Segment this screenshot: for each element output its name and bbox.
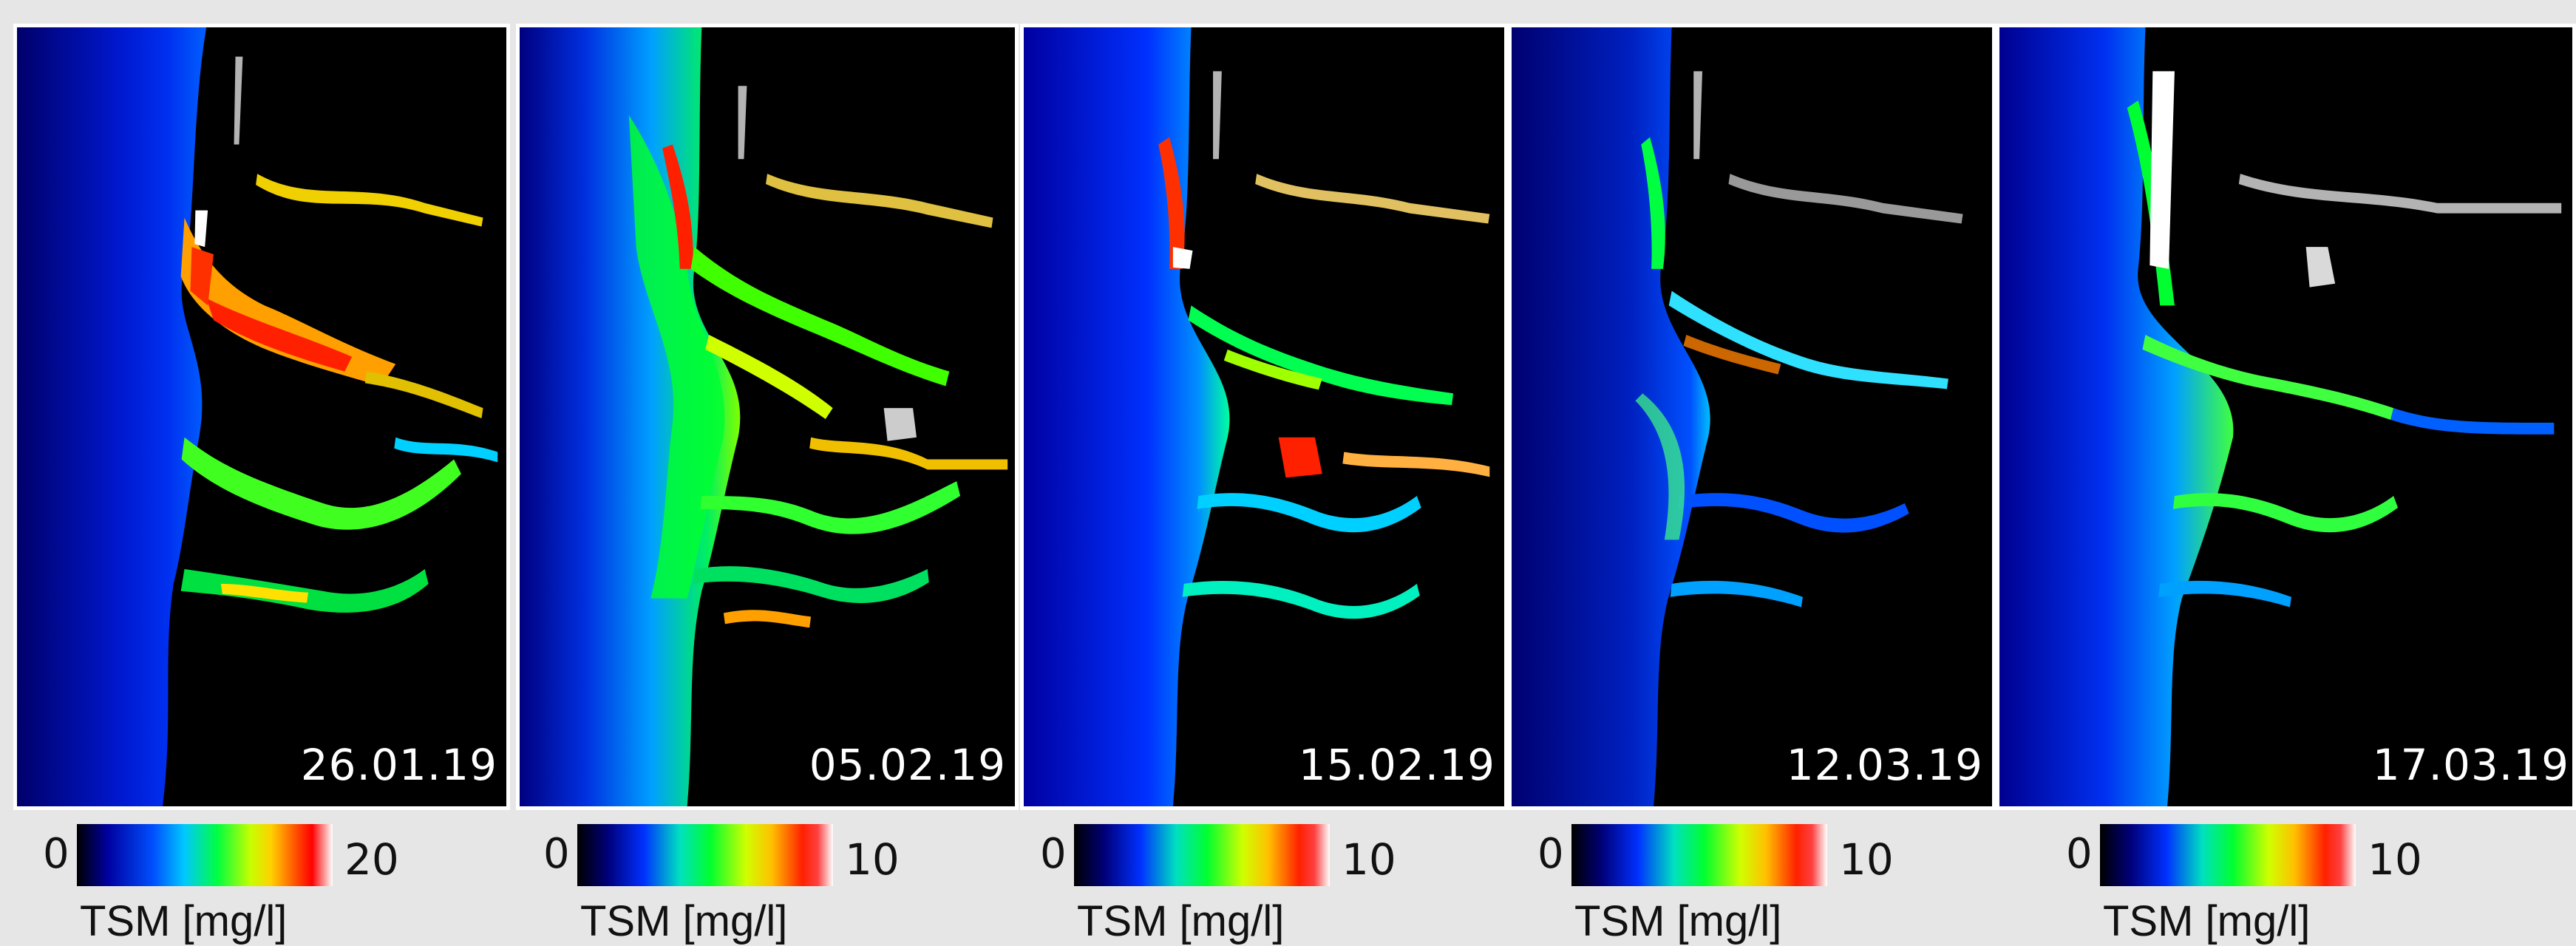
legend-max: 10 bbox=[1839, 834, 1894, 885]
tsm-map-4 bbox=[1512, 27, 1963, 806]
colorbar bbox=[1571, 824, 1827, 886]
colorbar bbox=[2100, 824, 2356, 886]
colorbar-legend-4: 0 10 TSM [mg/l] bbox=[1537, 817, 1981, 945]
legend-min: 0 bbox=[43, 830, 69, 878]
legend-unit: TSM [mg/l] bbox=[580, 897, 788, 945]
legend-max: 20 bbox=[344, 834, 399, 885]
legend-min: 0 bbox=[2066, 830, 2093, 878]
date-label: 15.02.19 bbox=[1298, 740, 1495, 790]
satellite-panel-5: 17.03.19 bbox=[1996, 24, 2576, 810]
legend-min: 0 bbox=[543, 830, 570, 878]
legend-min: 0 bbox=[1040, 830, 1067, 878]
satellite-panel-2: 05.02.19 bbox=[516, 24, 1019, 810]
colorbar bbox=[77, 824, 333, 886]
legend-max: 10 bbox=[2368, 834, 2422, 885]
satellite-panel-1: 26.01.19 bbox=[13, 24, 510, 810]
legend-unit: TSM [mg/l] bbox=[1077, 897, 1285, 945]
tsm-map-3 bbox=[1024, 27, 1490, 806]
colorbar-legend-1: 0 20 TSM [mg/l] bbox=[43, 817, 486, 945]
satellite-panel-4: 12.03.19 bbox=[1508, 24, 1996, 810]
legend-min: 0 bbox=[1537, 830, 1564, 878]
colorbar bbox=[1074, 824, 1330, 886]
tsm-map-1 bbox=[17, 27, 498, 806]
colorbar-legend-3: 0 10 TSM [mg/l] bbox=[1040, 817, 1484, 945]
colorbar bbox=[577, 824, 833, 886]
colorbar-legend-2: 0 10 TSM [mg/l] bbox=[543, 817, 987, 945]
tsm-map-2 bbox=[520, 27, 1008, 806]
legend-unit: TSM [mg/l] bbox=[80, 897, 288, 945]
colorbar-legend-5: 0 10 TSM [mg/l] bbox=[2066, 817, 2509, 945]
date-label: 05.02.19 bbox=[809, 740, 1006, 790]
date-label: 17.03.19 bbox=[2372, 740, 2569, 790]
date-label: 12.03.19 bbox=[1786, 740, 1983, 790]
tsm-map-5 bbox=[1999, 27, 2562, 806]
legend-max: 10 bbox=[1342, 834, 1396, 885]
legend-unit: TSM [mg/l] bbox=[2103, 897, 2311, 945]
date-label: 26.01.19 bbox=[300, 740, 497, 790]
legend-max: 10 bbox=[845, 834, 900, 885]
legend-unit: TSM [mg/l] bbox=[1574, 897, 1782, 945]
satellite-panel-3: 15.02.19 bbox=[1020, 24, 1508, 810]
